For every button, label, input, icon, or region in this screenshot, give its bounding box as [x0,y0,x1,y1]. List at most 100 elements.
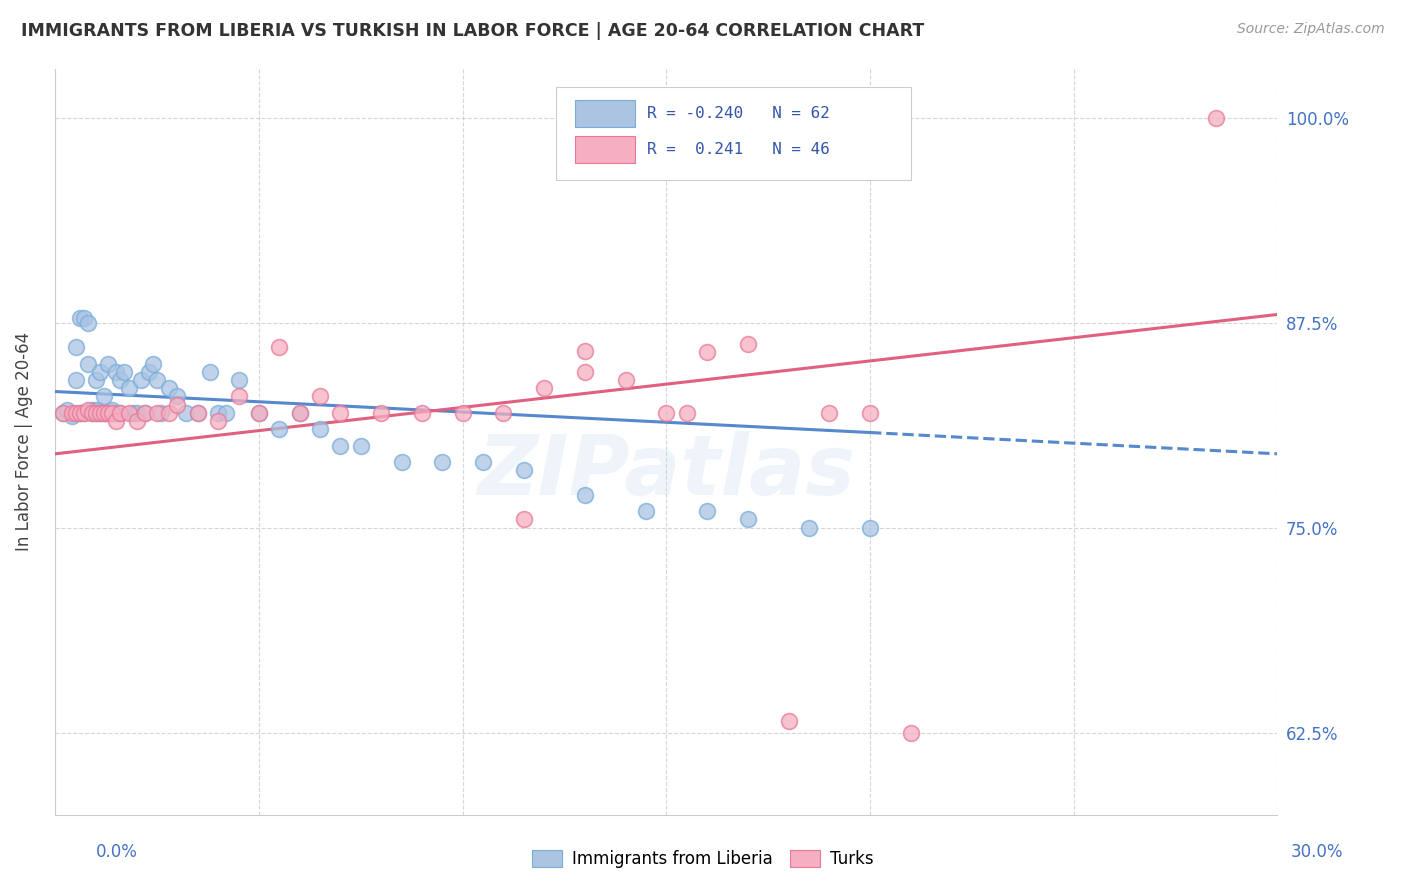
Point [472,455,495,469]
Point [451,406,474,420]
Point [97,357,120,371]
Point [80,406,103,420]
Point [269,340,291,354]
Point [65,406,87,420]
Point [105,365,128,379]
Point [76,316,98,330]
Point [60,406,83,420]
Point [411,406,433,420]
Point [80,406,103,420]
Text: Source: ZipAtlas.com: Source: ZipAtlas.com [1237,22,1385,37]
Point [187,406,209,420]
Point [614,373,637,387]
Point [150,406,173,420]
Point [76,357,98,371]
Point [84,406,107,420]
Point [125,406,148,420]
Point [146,406,169,420]
Point [157,406,180,420]
Point [309,422,332,436]
Point [574,488,596,502]
Point [89,365,111,379]
Point [110,406,132,420]
Point [818,406,841,420]
Point [370,406,392,420]
Point [56,402,79,417]
Point [117,406,139,420]
Point [166,398,188,412]
Point [207,414,229,428]
Point [198,365,221,379]
Point [247,406,270,420]
Point [121,406,143,420]
Point [288,406,311,420]
Point [117,381,139,395]
Point [110,406,132,420]
Point [73,406,96,420]
Point [129,373,152,387]
Point [84,406,107,420]
Legend: Immigrants from Liberia, Turks: Immigrants from Liberia, Turks [526,843,880,875]
Point [134,406,156,420]
Text: R = -0.240   N = 62: R = -0.240 N = 62 [647,106,830,120]
Point [89,406,111,420]
Point [166,389,188,403]
Point [84,373,107,387]
Point [52,406,75,420]
Point [97,406,120,420]
Point [84,402,107,417]
Point [432,455,454,469]
Point [737,512,759,526]
Point [101,406,124,420]
Point [114,365,136,379]
Point [228,389,250,403]
Point [513,512,536,526]
Point [105,414,128,428]
FancyBboxPatch shape [557,87,911,180]
Point [52,406,75,420]
Point [60,409,83,424]
FancyBboxPatch shape [575,100,634,127]
Point [89,406,111,420]
Point [492,406,515,420]
Point [778,714,800,728]
Point [900,725,922,739]
Point [101,406,124,420]
Point [73,310,96,325]
Y-axis label: In Labor Force | Age 20-64: In Labor Force | Age 20-64 [15,332,32,551]
Point [105,406,128,420]
Point [574,365,596,379]
Point [859,521,882,535]
Point [329,439,352,453]
Point [69,406,91,420]
Point [76,402,98,417]
Point [187,406,209,420]
Point [350,439,373,453]
Point [65,373,87,387]
Text: IMMIGRANTS FROM LIBERIA VS TURKISH IN LABOR FORCE | AGE 20-64 CORRELATION CHART: IMMIGRANTS FROM LIBERIA VS TURKISH IN LA… [21,22,924,40]
Point [309,389,332,403]
Point [574,343,596,358]
Point [97,406,120,420]
Point [696,504,718,518]
Point [269,422,291,436]
Point [93,406,115,420]
Point [288,406,311,420]
Text: R =  0.241   N = 46: R = 0.241 N = 46 [647,142,830,157]
Point [110,373,132,387]
Point [157,381,180,395]
Point [797,521,820,535]
Point [207,406,229,420]
Point [634,504,657,518]
Point [138,365,160,379]
Point [675,406,697,420]
Point [391,455,413,469]
Point [247,406,270,420]
Point [69,310,91,325]
Text: ZIPatlas: ZIPatlas [478,431,855,512]
Point [101,402,124,417]
Point [65,340,87,354]
Point [215,406,238,420]
Point [134,406,156,420]
Point [146,373,169,387]
